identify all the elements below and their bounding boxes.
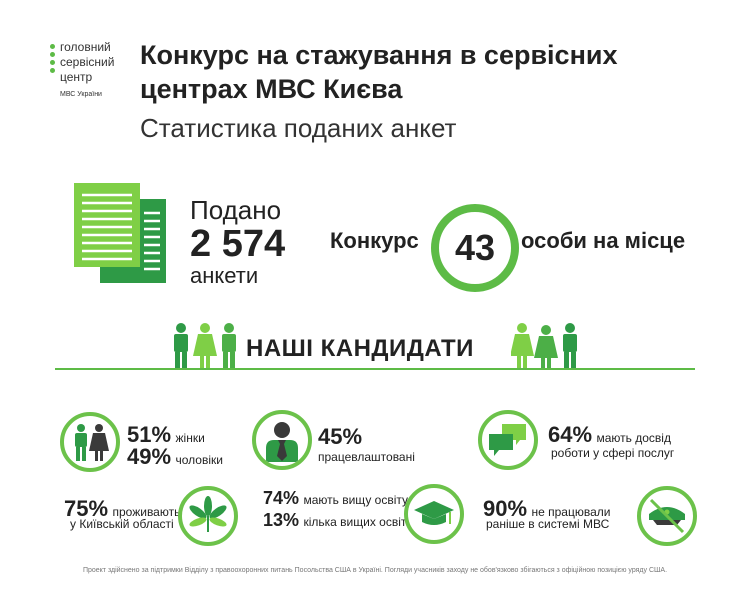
region-stat: 75% проживають	[64, 496, 180, 522]
divider-line	[55, 368, 695, 370]
education-pct-2: 13%	[263, 510, 300, 530]
employed-pct: 45%	[318, 424, 363, 449]
submitted-block: Подано 2 574 анкети	[190, 196, 285, 288]
education-stat-1: 74% мають вищу освіту	[263, 488, 408, 509]
chestnut-leaf-icon	[178, 486, 238, 546]
competition-label: Конкурс	[330, 228, 419, 253]
police-stat: 90% не працювали	[483, 496, 610, 522]
employee-icon	[252, 410, 312, 470]
police-label-1: не працювали	[531, 505, 611, 519]
service-label-1: мають досвід	[596, 431, 671, 445]
submitted-value: 2 574	[190, 223, 286, 265]
service-label-2: роботи у сфері послуг	[551, 446, 675, 460]
employed-label: працевлаштовані	[318, 450, 415, 464]
logo-subtitle: МВС України	[60, 91, 102, 98]
people-group-icon	[511, 323, 577, 368]
graduation-cap-icon	[404, 484, 464, 544]
men-label: чоловіки	[175, 453, 223, 467]
competition-suffix: особи на місце	[521, 228, 686, 253]
submitted-unit: анкети	[190, 263, 259, 288]
documents-icon	[74, 183, 166, 283]
region-pct: 75%	[64, 496, 109, 521]
region-label-2: у Київській області	[70, 517, 174, 531]
competition-value: 43	[431, 204, 519, 292]
submitted-label: Подано	[190, 195, 282, 225]
candidates-title: НАШІ КАНДИДАТИ	[246, 335, 474, 362]
education-stat-2: 13% кілька вищих освіт	[263, 510, 406, 531]
chat-bubbles-icon	[478, 410, 538, 470]
employed-stat: 45% працевлаштовані	[318, 424, 415, 464]
crossed-police-cap-icon	[637, 486, 697, 546]
men-pct: 49%	[127, 444, 172, 469]
people-group-icon	[174, 323, 236, 368]
police-pct: 90%	[483, 496, 528, 521]
region-label-1: проживають	[112, 505, 181, 519]
education-label-1: мають вищу освіту	[303, 493, 408, 507]
education-label-2: кілька вищих освіт	[303, 515, 407, 529]
footer-note: Проект здійснено за підтримки Відділу з …	[82, 567, 668, 574]
women-stat: 51% жінки	[127, 422, 205, 448]
logo-line: центр	[60, 70, 93, 84]
education-pct-1: 74%	[263, 488, 300, 508]
women-label: жінки	[175, 431, 205, 445]
men-stat: 49% чоловіки	[127, 444, 223, 470]
police-label-2: раніше в системі МВС	[486, 517, 610, 531]
page-title: Конкурс на стажування в сервісних центра…	[140, 40, 618, 104]
logo-line: головний	[60, 40, 111, 54]
men-women-icon	[60, 412, 120, 472]
service-pct: 64%	[548, 422, 593, 447]
logo-mark	[50, 44, 56, 76]
logo-text: головний сервісний центр	[60, 40, 114, 85]
service-stat: 64% мають досвід	[548, 422, 671, 448]
women-pct: 51%	[127, 422, 172, 447]
page-subtitle: Статистика поданих анкет	[140, 113, 457, 143]
logo-line: сервісний	[60, 55, 115, 69]
